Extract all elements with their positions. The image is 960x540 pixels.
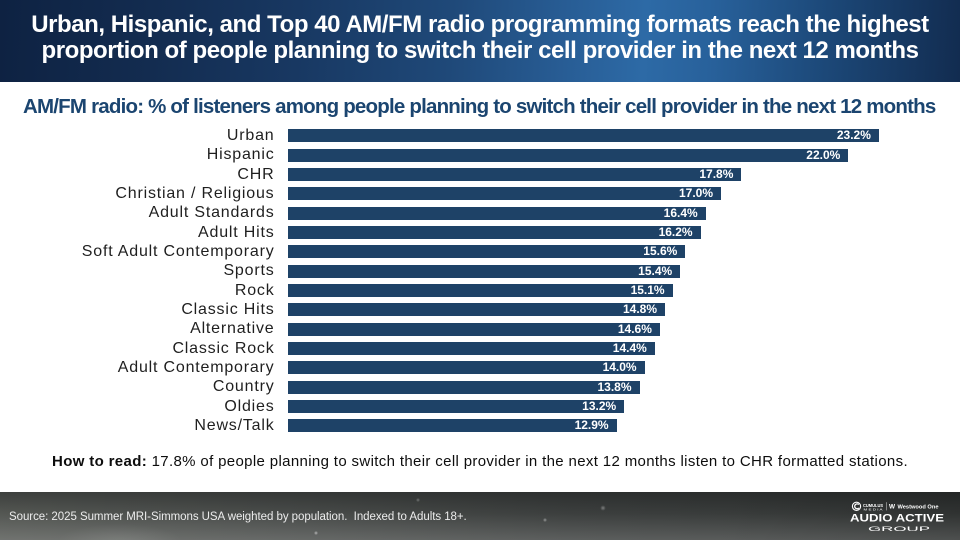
svg-text:AUDIO ACTIVE: AUDIO ACTIVE — [850, 513, 944, 525]
svg-text:W: W — [889, 503, 896, 510]
svg-text:CUMULUS: CUMULUS — [863, 503, 883, 508]
svg-text:Westwood One: Westwood One — [898, 504, 939, 510]
svg-text:GROUP: GROUP — [868, 526, 932, 533]
svg-text:M E D I A: M E D I A — [864, 508, 883, 512]
